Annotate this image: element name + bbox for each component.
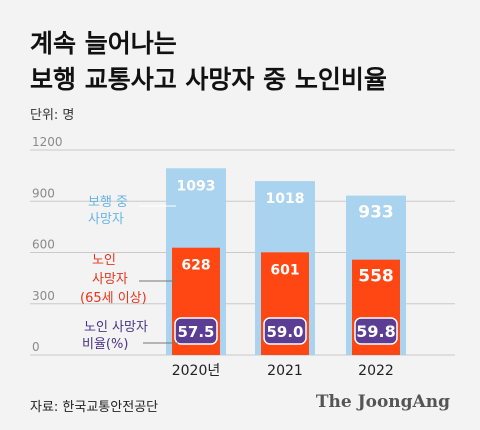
y-tick-label: 300: [32, 289, 55, 303]
y-tick-label: 1200: [32, 135, 63, 149]
chart-title-line2: 보행 교통사고 사망자 중 노인비율: [30, 65, 387, 94]
bar-chart: 0 300 600 900 1200 1093 628 57.5 2020년 1018 601 59.…: [30, 135, 455, 379]
data-label-total: 1018: [266, 191, 305, 207]
data-label-elderly: 601: [270, 262, 299, 278]
y-tick-label: 900: [32, 186, 55, 200]
ratio-badge: [263, 317, 307, 345]
x-tick-label: 2020년: [172, 363, 221, 379]
legend-total-label: 사망자: [88, 212, 124, 227]
source-label: 자료: 한국교통안전공단: [30, 400, 159, 415]
data-label-ratio: 59.8: [356, 322, 395, 341]
legend-ratio-label: 비율(%): [82, 337, 128, 352]
data-label-elderly: 628: [181, 258, 210, 274]
unit-label: 단위: 명: [30, 108, 75, 123]
ratio-badge: [174, 317, 218, 345]
legend-elderly-label: (65세 이상): [80, 291, 147, 306]
y-tick-label: 0: [32, 340, 40, 354]
legend-ratio-label: 노인 사망자: [84, 320, 148, 335]
brand-logo: The JoongAng: [315, 392, 450, 412]
legend-elderly-label: 노인: [92, 253, 116, 268]
data-label-elderly: 558: [358, 267, 394, 287]
y-tick-label: 600: [32, 238, 55, 252]
ratio-badge: [354, 317, 398, 345]
data-label-total: 933: [358, 203, 394, 223]
x-tick-label: 2022: [358, 363, 394, 379]
data-label-ratio: 57.5: [177, 323, 214, 341]
data-label-ratio: 59.0: [266, 323, 303, 341]
data-label-total: 1093: [177, 178, 216, 194]
legend-total-label: 보행 중: [88, 194, 128, 210]
x-tick-label: 2021: [267, 363, 303, 379]
chart-title-line1: 계속 늘어나는: [30, 29, 177, 58]
legend-elderly-label: 사망자: [92, 272, 128, 287]
